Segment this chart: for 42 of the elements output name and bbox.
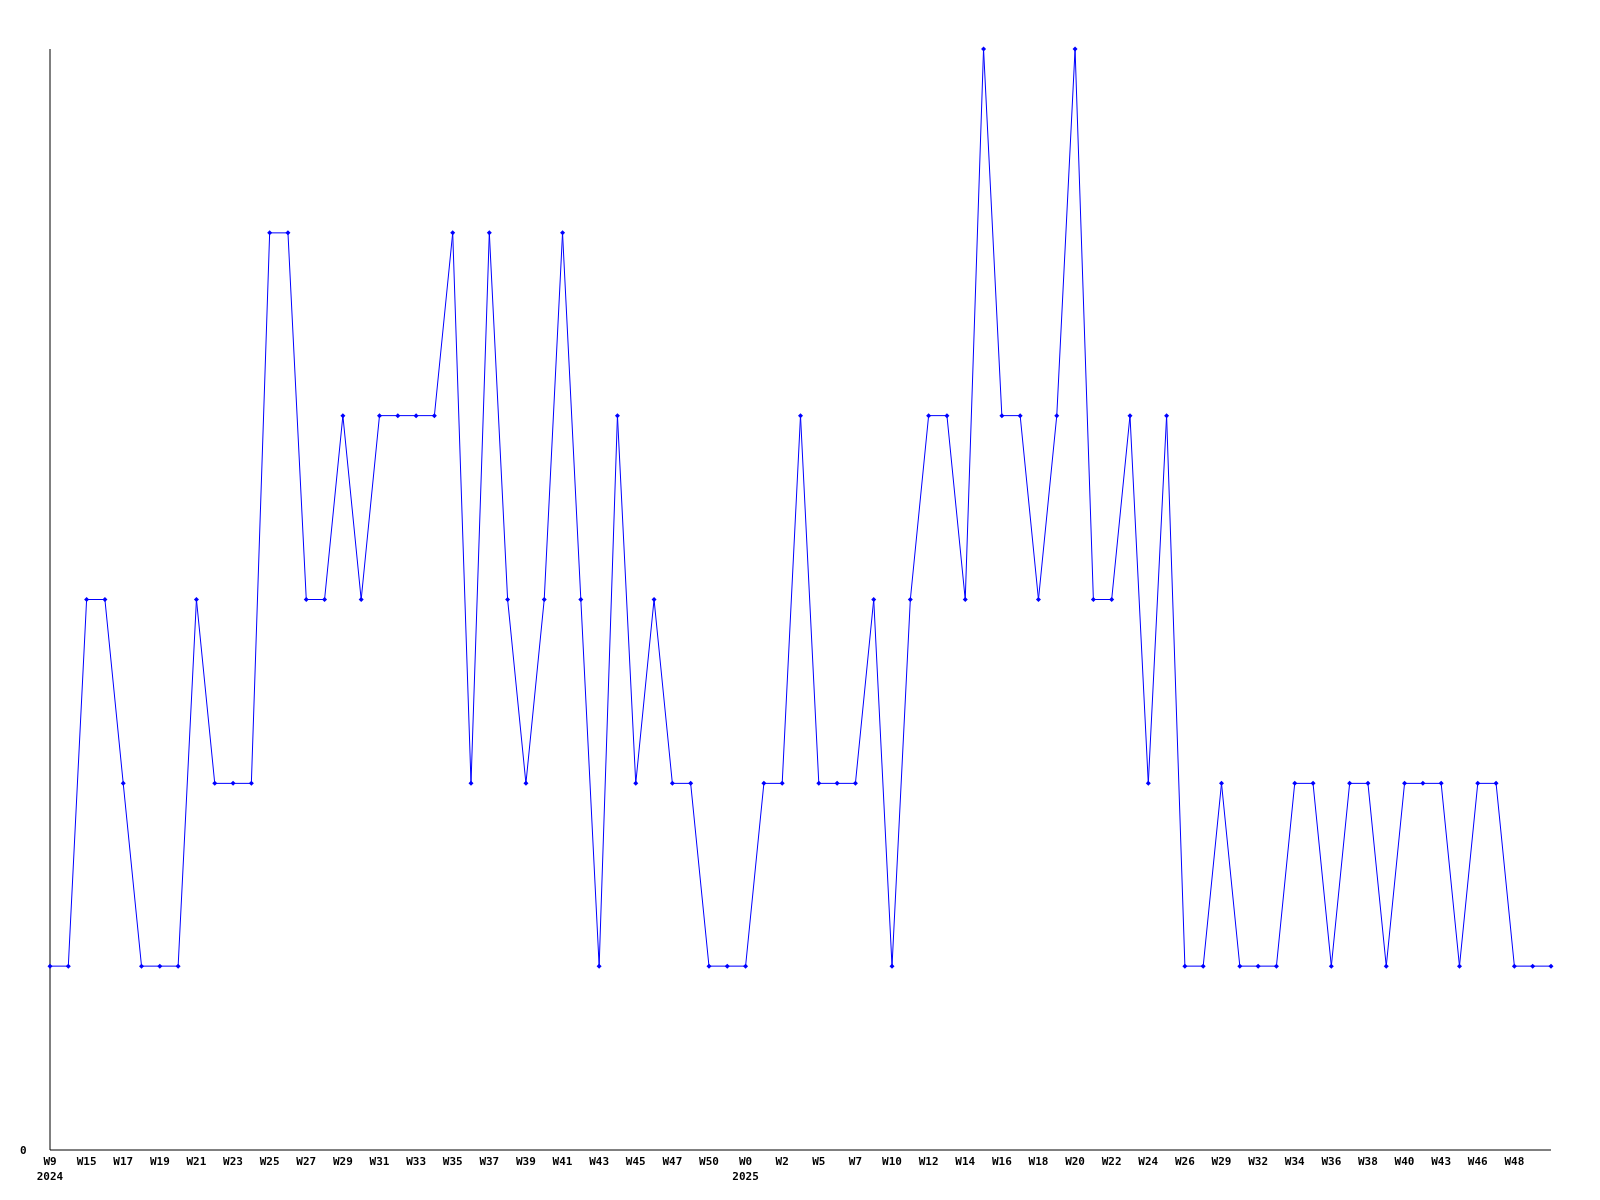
x-tick-label: W45 [625,1155,646,1168]
x-tick-label: W43 [1431,1155,1452,1168]
x-tick-label: W23 [223,1155,243,1168]
x-tick-label: W41 [552,1155,573,1168]
x-tick-label: W10 [882,1155,902,1168]
x-tick-label: W50 [699,1155,719,1168]
x-tick-label: W22 [1101,1155,1122,1168]
x-tick-label: W31 [369,1155,390,1168]
x-tick-label: W5 [812,1155,826,1168]
x-tick-label: W20 [1065,1155,1086,1168]
x-tick-label: W32 [1248,1155,1269,1168]
x-tick-label: W40 [1394,1155,1415,1168]
x-tick-label: W2 [775,1155,789,1168]
x-tick-label: W25 [259,1155,280,1168]
x-tick-label: W36 [1321,1155,1342,1168]
x-tick-label: W15 [76,1155,97,1168]
x-tick-label: W33 [406,1155,427,1168]
x-tick-label: W12 [918,1155,939,1168]
x-tick-label: W29 [1211,1155,1232,1168]
x-tick-label: W29 [332,1155,353,1168]
x-tick-label: W17 [113,1155,134,1168]
x-tick-label: W26 [1174,1155,1196,1168]
x-tick-label: W16 [991,1155,1013,1168]
x-tick-label: W14 [955,1155,976,1168]
x-tick-label: W19 [149,1155,170,1168]
x-tick-label: W18 [1028,1155,1049,1168]
x-tick-label: W48 [1504,1155,1525,1168]
x-tick-label: W24 [1138,1155,1159,1168]
x-tick-label: W37 [479,1155,500,1168]
x-tick-label: W47 [662,1155,683,1168]
x-tick-label: W9 2024 [36,1155,64,1183]
x-tick-label: W38 [1358,1155,1378,1168]
x-tick-label: W0 2025 [732,1155,759,1183]
x-tick-label: W43 [589,1155,610,1168]
x-tick-label: W7 [848,1155,863,1168]
text: 0 [20,1144,27,1157]
x-tick-label: W39 [515,1155,536,1168]
x-tick-label: W27 [296,1155,317,1168]
x-tick-label: W46 [1467,1155,1489,1168]
x-tick-label: W21 [186,1155,207,1168]
x-tick-label: W34 [1284,1155,1306,1168]
x-tick-label: W35 [442,1155,463,1168]
